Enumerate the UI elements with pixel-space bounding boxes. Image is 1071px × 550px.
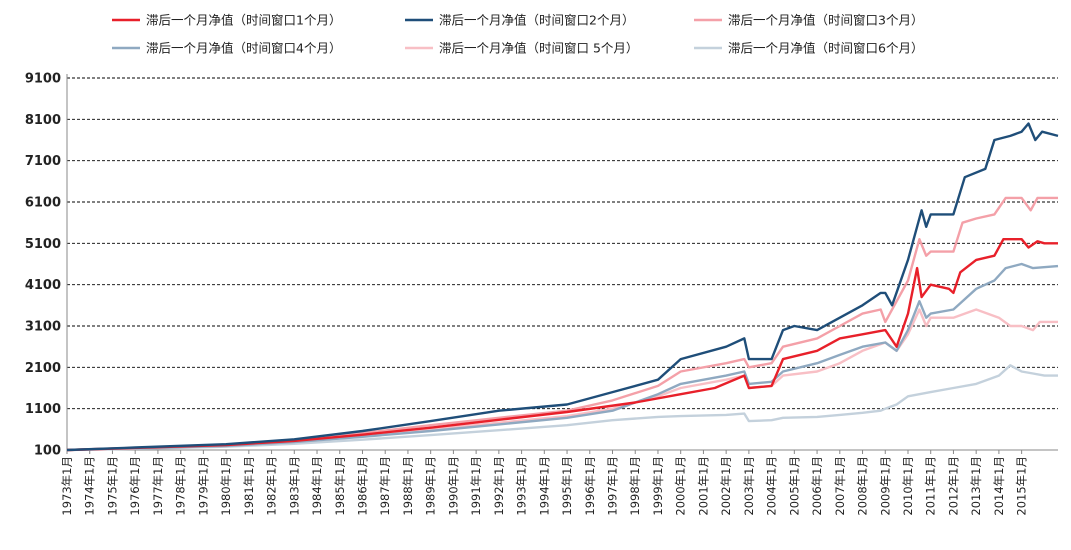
x-tick-label: 1991年1月: [469, 456, 483, 516]
x-tick-label: 1997年1月: [606, 456, 620, 516]
legend-item: 滞后一个月净值（时间窗口1个月）: [112, 13, 341, 28]
legend-label: 滞后一个月净值（时间窗口2个月）: [439, 13, 634, 28]
y-tick-label: 9100: [25, 72, 61, 87]
series-line: [66, 364, 1058, 452]
legend-label: 滞后一个月净值（时间窗口1个月）: [146, 13, 341, 28]
y-tick-label: 2100: [25, 361, 61, 376]
x-tick-label: 1977年1月: [151, 456, 165, 516]
x-tick-label: 1998年1月: [628, 456, 642, 516]
x-tick-label: 2005年1月: [787, 456, 801, 516]
x-tick-label: 1983年1月: [287, 456, 301, 516]
x-tick-label: 1974年1月: [83, 456, 97, 516]
x-tick-label: 1984年1月: [310, 456, 324, 516]
x-tick-label: 1994年1月: [537, 456, 551, 516]
x-tick-label: 1986年1月: [355, 456, 369, 516]
y-tick-label: 6100: [25, 196, 61, 211]
series-line: [66, 122, 1059, 452]
x-tick-label: 1975年1月: [105, 456, 119, 516]
legend-item: 滞后一个月净值（时间窗口6个月）: [694, 41, 923, 56]
legend-label: 滞后一个月净值（时间窗口4个月）: [146, 41, 341, 56]
x-tick-label: 1988年1月: [401, 456, 415, 516]
x-tick-label: 1979年1月: [196, 456, 210, 516]
x-tick-label: 1996年1月: [583, 456, 597, 516]
series-line: [66, 196, 1058, 452]
x-tick-label: 2008年1月: [856, 456, 870, 516]
x-tick-label: 1989年1月: [424, 456, 438, 516]
legend-label: 滞后一个月净值（时间窗口6个月）: [728, 41, 923, 56]
x-tick-label: 1995年1月: [560, 456, 574, 516]
legend-label: 滞后一个月净值（时间窗口 5个月）: [439, 41, 638, 56]
legend-item: 滞后一个月净值（时间窗口2个月）: [405, 13, 634, 28]
x-tick-label: 2001年1月: [696, 456, 710, 516]
x-tick-label: 1990年1月: [446, 456, 460, 516]
x-tick-label: 1985年1月: [333, 456, 347, 516]
x-tick-label: 1999年1月: [651, 456, 665, 516]
legend-label: 滞后一个月净值（时间窗口3个月）: [728, 13, 923, 28]
y-tick-label: 7100: [25, 154, 61, 169]
legend-item: 滞后一个月净值（时间窗口4个月）: [112, 41, 341, 56]
series-line: [66, 308, 1058, 452]
x-tick-label: 2002年1月: [719, 456, 733, 516]
x-tick-label: 2012年1月: [946, 456, 960, 516]
x-tick-label: 1980年1月: [219, 456, 233, 516]
x-tick-label: 2013年1月: [969, 456, 983, 516]
series-line: [66, 262, 1059, 452]
x-tick-label: 2004年1月: [765, 456, 779, 516]
y-tick-label: 5100: [25, 237, 61, 252]
x-tick-label: 1987年1月: [378, 456, 392, 516]
legend-item: 滞后一个月净值（时间窗口3个月）: [694, 13, 923, 28]
x-tick-label: 1973年1月: [60, 456, 74, 516]
series-lines: [66, 122, 1059, 452]
x-tick-label: 2014年1月: [992, 456, 1006, 516]
axes: 100 1100 2100 3100 4100 5100 6100 7100 8100 9100 1…: [25, 72, 1058, 516]
y-tick-label: 8100: [25, 113, 61, 128]
x-tick-label: 1993年1月: [515, 456, 529, 516]
x-tick-label: 2007年1月: [833, 456, 847, 516]
x-tick-label: 2015年1月: [1015, 456, 1029, 516]
x-tick-label: 1981年1月: [242, 456, 256, 516]
x-tick-label: 1978年1月: [174, 456, 188, 516]
x-tick-label: 1992年1月: [492, 456, 506, 516]
x-tick-label: 2010年1月: [901, 456, 915, 516]
x-tick-label: 2003年1月: [742, 456, 756, 516]
x-tick-label: 2011年1月: [924, 456, 938, 516]
x-tick-label: 2006年1月: [810, 456, 824, 516]
legend-item: 滞后一个月净值（时间窗口 5个月）: [405, 41, 638, 56]
y-tick-label: 3100: [25, 320, 61, 335]
x-tick-label: 1976年1月: [128, 456, 142, 516]
legend: 滞后一个月净值（时间窗口1个月） 滞后一个月净值（时间窗口2个月） 滞后一个月净值（…: [112, 13, 923, 56]
series-line: [66, 238, 1058, 452]
x-tick-label: 1982年1月: [265, 456, 279, 516]
x-tick-label: 2000年1月: [674, 456, 688, 516]
y-tick-label: 4100: [25, 278, 61, 293]
x-tick-label: 2009年1月: [878, 456, 892, 516]
gridlines: [67, 77, 1058, 410]
y-tick-label: 100: [34, 444, 61, 459]
y-tick-label: 1100: [25, 402, 61, 417]
